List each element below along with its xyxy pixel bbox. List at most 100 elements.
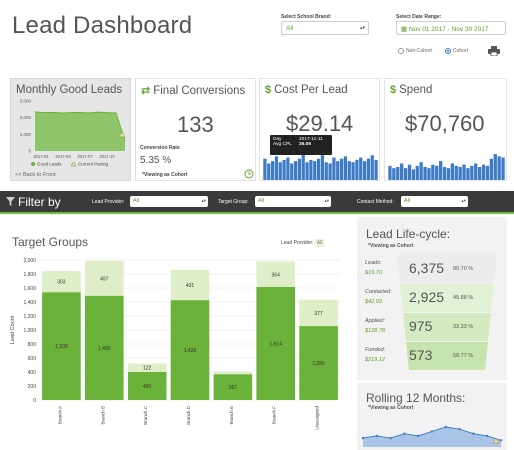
mini-bar bbox=[336, 161, 340, 180]
contact-method-label: Contact Method: bbox=[357, 199, 394, 205]
x-tick-label: Branch A bbox=[57, 406, 62, 424]
mini-bar bbox=[366, 158, 371, 180]
mini-bar bbox=[474, 163, 478, 180]
card-title: $ Spend bbox=[390, 84, 432, 96]
target-groups-provider[interactable]: Lead Provider: All bbox=[281, 239, 325, 247]
bar-top-segment bbox=[213, 371, 253, 375]
lifecycle-stage-value: 975 bbox=[409, 318, 433, 334]
bar-top-segment bbox=[127, 363, 167, 372]
radio-cohort[interactable]: Cohort bbox=[445, 48, 468, 54]
contact-method-value: All bbox=[404, 198, 411, 204]
data-label-bottom: 400 bbox=[143, 384, 152, 390]
good-leads-area bbox=[35, 111, 125, 151]
mini-bar bbox=[339, 158, 344, 180]
rolling-point bbox=[458, 428, 461, 431]
lifecycle-stage-value: 6,375 bbox=[409, 260, 445, 276]
mini-bar bbox=[423, 167, 427, 180]
bar-bottom-segment bbox=[42, 292, 81, 400]
mini-bar bbox=[411, 169, 415, 180]
rolling-point bbox=[430, 430, 434, 433]
mini-bar bbox=[297, 158, 302, 180]
mini-bar bbox=[400, 163, 404, 180]
data-label-bottom: 1,056 bbox=[312, 361, 325, 367]
data-label-top: 377 bbox=[314, 311, 323, 317]
mini-bar bbox=[407, 164, 412, 180]
x-tick-label: 2017-07 bbox=[77, 154, 93, 159]
select-caret-icon: ▴▾ bbox=[324, 198, 329, 203]
bar-top-segment bbox=[299, 299, 338, 327]
mini-bar bbox=[481, 164, 486, 180]
y-tick-label: 1,000 bbox=[23, 328, 36, 334]
y-tick-label: 1,400 bbox=[23, 300, 36, 306]
contact-method-select[interactable]: All ▴▾ bbox=[401, 196, 468, 207]
radio-non-cohort[interactable]: Non-Cohort bbox=[398, 48, 432, 54]
rolling-point bbox=[375, 434, 378, 438]
card-title-text: Final Conversions bbox=[153, 84, 246, 97]
lead-provider-select[interactable]: All ▴▾ bbox=[130, 196, 208, 207]
mini-bar bbox=[290, 163, 294, 180]
data-label-bottom: 1,426 bbox=[184, 348, 197, 354]
mini-bar bbox=[282, 159, 286, 180]
lifecycle-stage-cost: $219.12 bbox=[365, 357, 385, 363]
card-spend[interactable]: $ Spend $70,760 bbox=[384, 78, 507, 181]
lifecycle-stage-pct: 45.88 % bbox=[453, 295, 474, 301]
funnel-stage bbox=[403, 313, 491, 341]
lifecycle-stage-label: Funded: bbox=[365, 347, 386, 353]
radio-selected-icon bbox=[445, 48, 451, 54]
y-tick-label: 600 bbox=[28, 356, 37, 362]
good-leads-line bbox=[34, 111, 126, 142]
lifecycle-stage-label: Leads: bbox=[365, 260, 382, 266]
rolling-point bbox=[472, 432, 475, 435]
mini-bar bbox=[392, 168, 396, 180]
brand-label: Select School Brand: bbox=[281, 14, 332, 20]
bar-bottom-segment bbox=[213, 374, 253, 400]
data-label-top: 364 bbox=[272, 272, 281, 278]
mini-bar bbox=[270, 161, 275, 180]
mini-bar bbox=[450, 163, 454, 180]
legend-current-pacing: Current Pacing bbox=[78, 162, 109, 167]
bar-bottom-segment bbox=[127, 372, 167, 400]
y-tick-label: 1,000 bbox=[20, 132, 32, 137]
calendar-icon: ▦ bbox=[401, 26, 409, 33]
y-tick-label: 400 bbox=[28, 370, 37, 376]
date-range-value: Nov 01 2017 - Nov 30 2017 bbox=[408, 26, 489, 33]
lifecycle-title: Lead Life-cycle: bbox=[366, 227, 451, 241]
mini-bar bbox=[435, 165, 439, 180]
mini-bar bbox=[286, 157, 290, 180]
lifecycle-stage-pct: 80.70 % bbox=[453, 266, 474, 272]
lifecycle-stage-label: Applied: bbox=[365, 318, 385, 324]
target-group-select[interactable]: All ▴▾ bbox=[255, 196, 331, 207]
filter-title: Filter by bbox=[18, 195, 61, 209]
brand-select[interactable]: All ▴▾ bbox=[281, 21, 369, 35]
rolling-point bbox=[499, 439, 503, 442]
x-tick-label: Branch D bbox=[186, 405, 191, 425]
card-monthly-good-leads[interactable]: Monthly Good Leads 3,000 2,000 1,000 0 2017-… bbox=[10, 78, 131, 181]
rolling-title: Rolling 12 Months: bbox=[366, 391, 466, 405]
mini-bar bbox=[415, 165, 419, 180]
data-label-bottom: 367 bbox=[229, 385, 238, 391]
print-icon[interactable] bbox=[488, 46, 500, 56]
mini-bar bbox=[485, 165, 490, 180]
target-group-value: All bbox=[258, 198, 265, 204]
y-tick-label: 1,800 bbox=[23, 272, 36, 278]
select-caret-icon: ▴▾ bbox=[461, 198, 466, 203]
mini-bar bbox=[305, 162, 309, 180]
lead-provider-value: All bbox=[133, 198, 140, 204]
mini-bar bbox=[263, 158, 267, 180]
y-tick-label: 800 bbox=[28, 342, 37, 348]
dollar-icon: $ bbox=[390, 84, 397, 96]
data-label-top: 431 bbox=[186, 283, 195, 289]
filter-bar: Filter by Lead Provider: All ▴▾ Target G… bbox=[0, 191, 514, 212]
spend-bar-chart bbox=[388, 154, 505, 180]
data-label-top: 497 bbox=[100, 276, 109, 282]
page-title: Lead Dashboard bbox=[12, 12, 193, 39]
card-cost-per-lead[interactable]: $ Cost Per Lead $29.14 bbox=[259, 78, 380, 181]
back-to-front-link[interactable]: << Back to Front bbox=[15, 172, 56, 178]
mini-bar bbox=[347, 161, 351, 180]
mini-bar bbox=[462, 164, 466, 180]
bar-bottom-segment bbox=[85, 295, 124, 400]
x-tick-label: 2017-01 bbox=[33, 154, 49, 159]
card-final-conversions[interactable]: ⇄ Final Conversions 133 Conversion Rate … bbox=[135, 78, 256, 181]
funnel-stage bbox=[400, 284, 494, 312]
date-range-picker[interactable]: ▦ Nov 01 2017 - Nov 30 2017 bbox=[396, 21, 506, 35]
